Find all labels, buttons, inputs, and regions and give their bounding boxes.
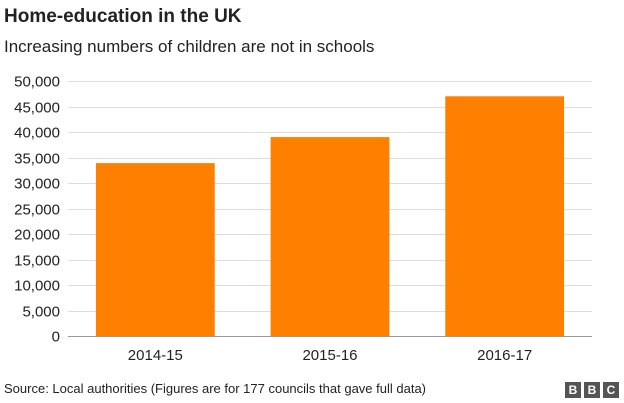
bar bbox=[445, 96, 565, 336]
source-note: Source: Local authorities (Figures are f… bbox=[4, 381, 427, 396]
y-tick-label: 40,000 bbox=[14, 125, 60, 142]
chart-subtitle: Increasing numbers of children are not i… bbox=[4, 37, 375, 56]
y-tick-label: 10,000 bbox=[14, 278, 60, 295]
x-tick-label: 2016-17 bbox=[477, 347, 532, 364]
y-tick-label: 15,000 bbox=[14, 253, 60, 270]
chart-title: Home-education in the UK bbox=[4, 6, 242, 27]
x-tick-label: 2015-16 bbox=[302, 347, 357, 364]
y-axis-ticks: 0 5,000 10,000 15,000 20,000 25,000 30,000 35,0… bbox=[14, 74, 60, 346]
y-tick-label: 25,000 bbox=[14, 202, 60, 219]
y-tick-label: 35,000 bbox=[14, 151, 60, 168]
y-tick-label: 0 bbox=[52, 329, 60, 346]
bars bbox=[95, 96, 565, 336]
x-axis-ticks: 2014-15 2015-16 2016-17 bbox=[128, 347, 532, 364]
y-tick-label: 50,000 bbox=[14, 74, 60, 91]
logo-letter: C bbox=[603, 382, 619, 398]
logo-letter: B bbox=[584, 382, 600, 398]
y-tick-label: 5,000 bbox=[22, 304, 60, 321]
x-tick-label: 2014-15 bbox=[128, 347, 183, 364]
y-tick-label: 45,000 bbox=[14, 100, 60, 117]
logo-letter: B bbox=[565, 382, 581, 398]
bar bbox=[270, 137, 390, 336]
y-tick-label: 20,000 bbox=[14, 227, 60, 244]
bar bbox=[95, 163, 215, 336]
bbc-logo: B B C bbox=[565, 382, 619, 398]
y-tick-label: 30,000 bbox=[14, 176, 60, 193]
